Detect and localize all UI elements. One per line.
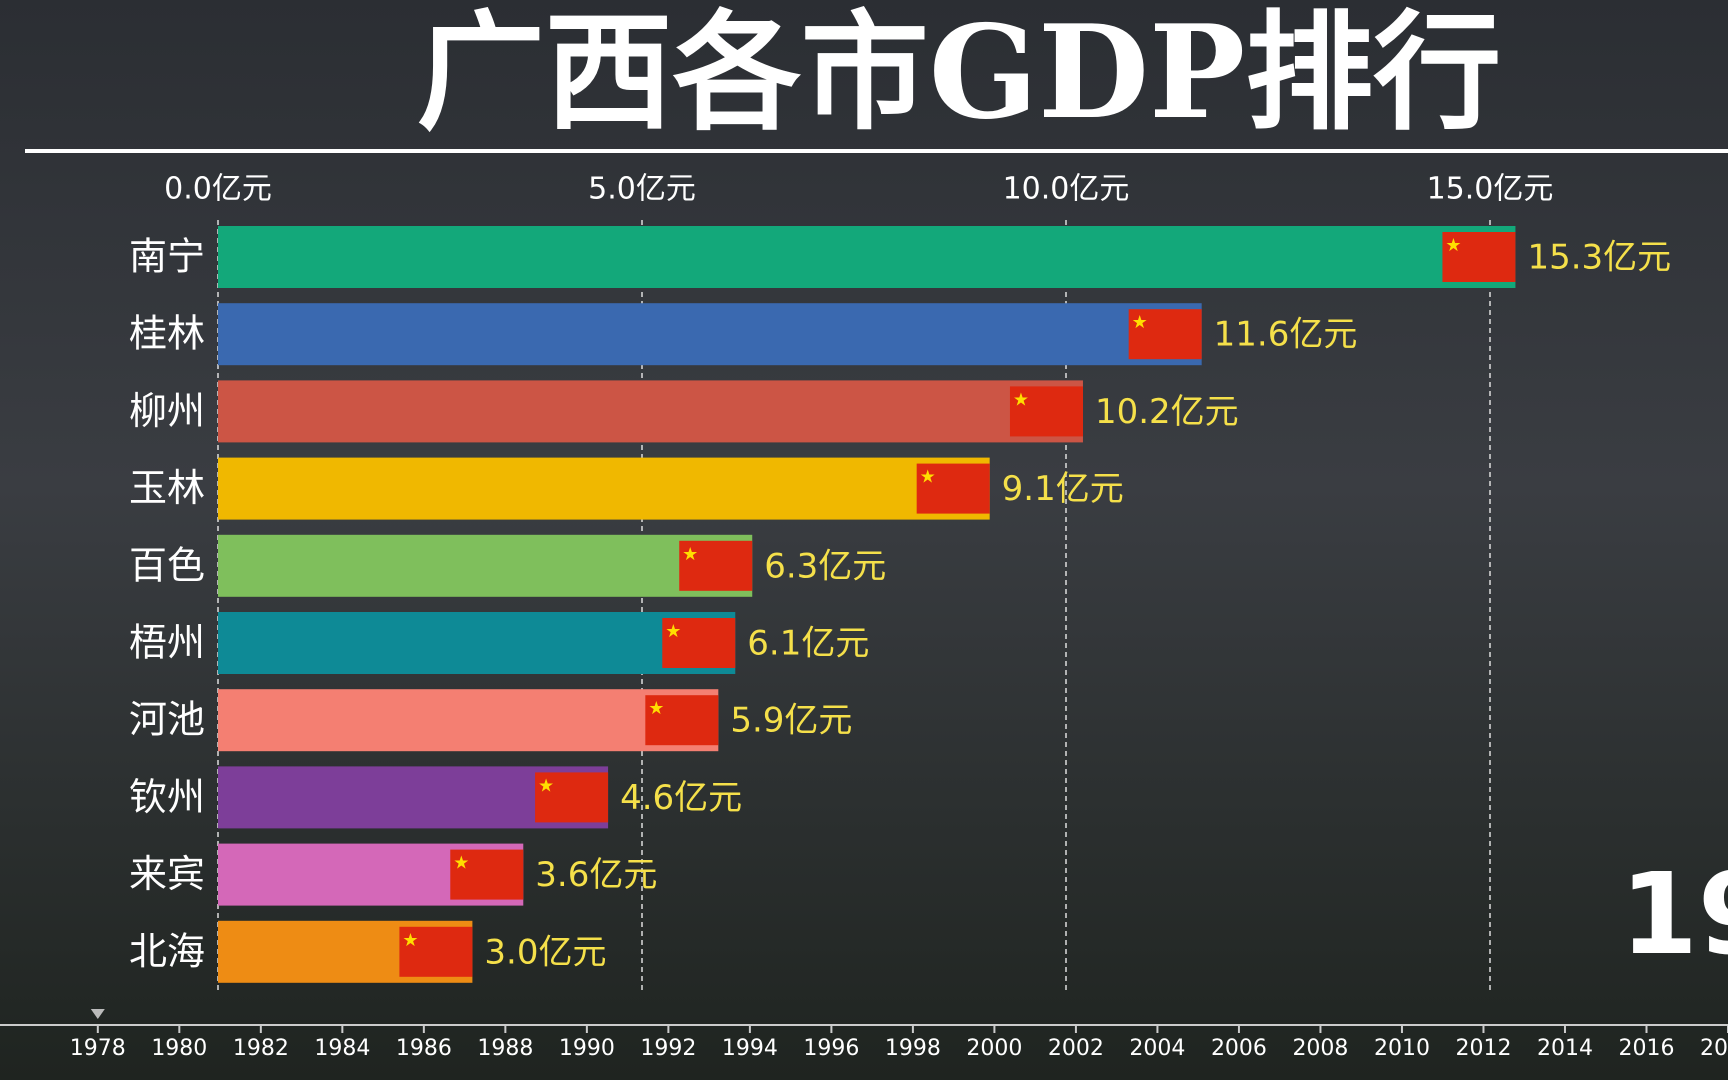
flag-field <box>662 618 736 668</box>
timeline-tick-label: 1980 <box>151 1036 207 1061</box>
flag: ★ <box>535 772 609 823</box>
bar <box>218 303 1202 366</box>
flag-field <box>916 463 990 514</box>
category-label: 玉林 <box>129 466 205 510</box>
value-label: 6.1亿元 <box>747 624 869 664</box>
timeline-tick-label: 1996 <box>803 1036 859 1061</box>
timeline-tick-label: 2002 <box>1048 1036 1104 1061</box>
flag-star: ★ <box>648 698 664 719</box>
timeline-tick-label: 2012 <box>1455 1036 1511 1061</box>
timeline-marker <box>90 1009 105 1019</box>
category-label: 北海 <box>129 929 205 973</box>
timeline-tick-label: 1994 <box>722 1036 778 1061</box>
flag: ★ <box>1128 309 1202 360</box>
value-label: 4.6亿元 <box>620 778 742 818</box>
flag: ★ <box>1442 232 1516 282</box>
value-label: 3.0亿元 <box>484 932 606 972</box>
value-label: 11.6亿元 <box>1214 315 1358 355</box>
flag: ★ <box>662 618 736 668</box>
flag: ★ <box>1009 386 1083 437</box>
timeline-tick-label: 2010 <box>1374 1036 1430 1061</box>
flag-star: ★ <box>920 467 936 488</box>
flag-star: ★ <box>538 775 554 796</box>
flag-field <box>535 772 609 823</box>
category-label: 钦州 <box>129 775 205 819</box>
category-label: 柳州 <box>129 389 205 433</box>
flag-star: ★ <box>453 853 469 874</box>
flag: ★ <box>916 463 990 514</box>
flag-star: ★ <box>682 544 698 565</box>
value-label: 15.3亿元 <box>1527 238 1671 278</box>
flag-star: ★ <box>402 930 418 951</box>
value-label: 6.3亿元 <box>764 546 886 586</box>
x-tick-label: 5.0亿元 <box>588 172 696 207</box>
timeline-tick-label: 2000 <box>966 1036 1022 1061</box>
timeline-tick-label: 1984 <box>314 1036 370 1061</box>
value-label: 10.2亿元 <box>1095 392 1239 432</box>
bar <box>218 380 1083 443</box>
value-label: 5.9亿元 <box>730 701 852 741</box>
x-tick-label: 15.0亿元 <box>1427 172 1554 207</box>
category-label: 河池 <box>129 698 205 742</box>
x-tick-label: 10.0亿元 <box>1003 172 1130 207</box>
flag-field <box>679 540 753 591</box>
flag-star: ★ <box>1132 312 1148 333</box>
timeline-tick-label: 2008 <box>1292 1036 1348 1061</box>
timeline-tick-label: 2006 <box>1211 1036 1267 1061</box>
timeline-tick-label: 1998 <box>885 1036 941 1061</box>
flag-field <box>1442 232 1516 282</box>
flag-field <box>399 926 473 977</box>
timeline-tick-label: 2014 <box>1537 1036 1593 1061</box>
flag: ★ <box>399 926 473 977</box>
category-label: 梧州 <box>129 621 205 665</box>
flag-star: ★ <box>1445 235 1461 256</box>
flag-field <box>450 849 524 900</box>
timeline-tick-label: 1988 <box>477 1036 533 1061</box>
category-label: 百色 <box>129 543 205 587</box>
timeline-tick-label: 2018 <box>1700 1036 1728 1061</box>
value-label: 9.1亿元 <box>1002 469 1124 509</box>
bar <box>218 534 753 597</box>
bar <box>218 226 1516 288</box>
flag: ★ <box>645 695 719 746</box>
timeline-tick-label: 1978 <box>70 1036 126 1061</box>
timeline-tick-label: 1992 <box>640 1036 696 1061</box>
chart-title: 广西各市GDP排行 <box>417 0 1502 148</box>
category-label: 南宁 <box>129 235 205 279</box>
bar <box>218 689 719 752</box>
category-label: 桂林 <box>129 312 205 356</box>
flag-star: ★ <box>1013 389 1029 410</box>
timeline-tick-label: 2004 <box>1129 1036 1185 1061</box>
timeline-tick-label: 1990 <box>559 1036 615 1061</box>
timeline-tick-label: 1982 <box>233 1036 289 1061</box>
flag: ★ <box>679 540 753 591</box>
timeline-tick-label: 2016 <box>1618 1036 1674 1061</box>
x-tick-label: 0.0亿元 <box>164 172 272 207</box>
flag-field <box>1128 309 1202 360</box>
bar <box>218 612 736 674</box>
flag-field <box>1009 386 1083 437</box>
timeline-tick-label: 1986 <box>396 1036 452 1061</box>
year-label: 19 <box>1620 850 1728 980</box>
flag: ★ <box>450 849 524 900</box>
category-label: 来宾 <box>129 852 205 896</box>
bar <box>218 457 990 520</box>
flag-field <box>645 695 719 746</box>
flag-star: ★ <box>665 621 681 642</box>
value-label: 3.6亿元 <box>535 855 657 895</box>
